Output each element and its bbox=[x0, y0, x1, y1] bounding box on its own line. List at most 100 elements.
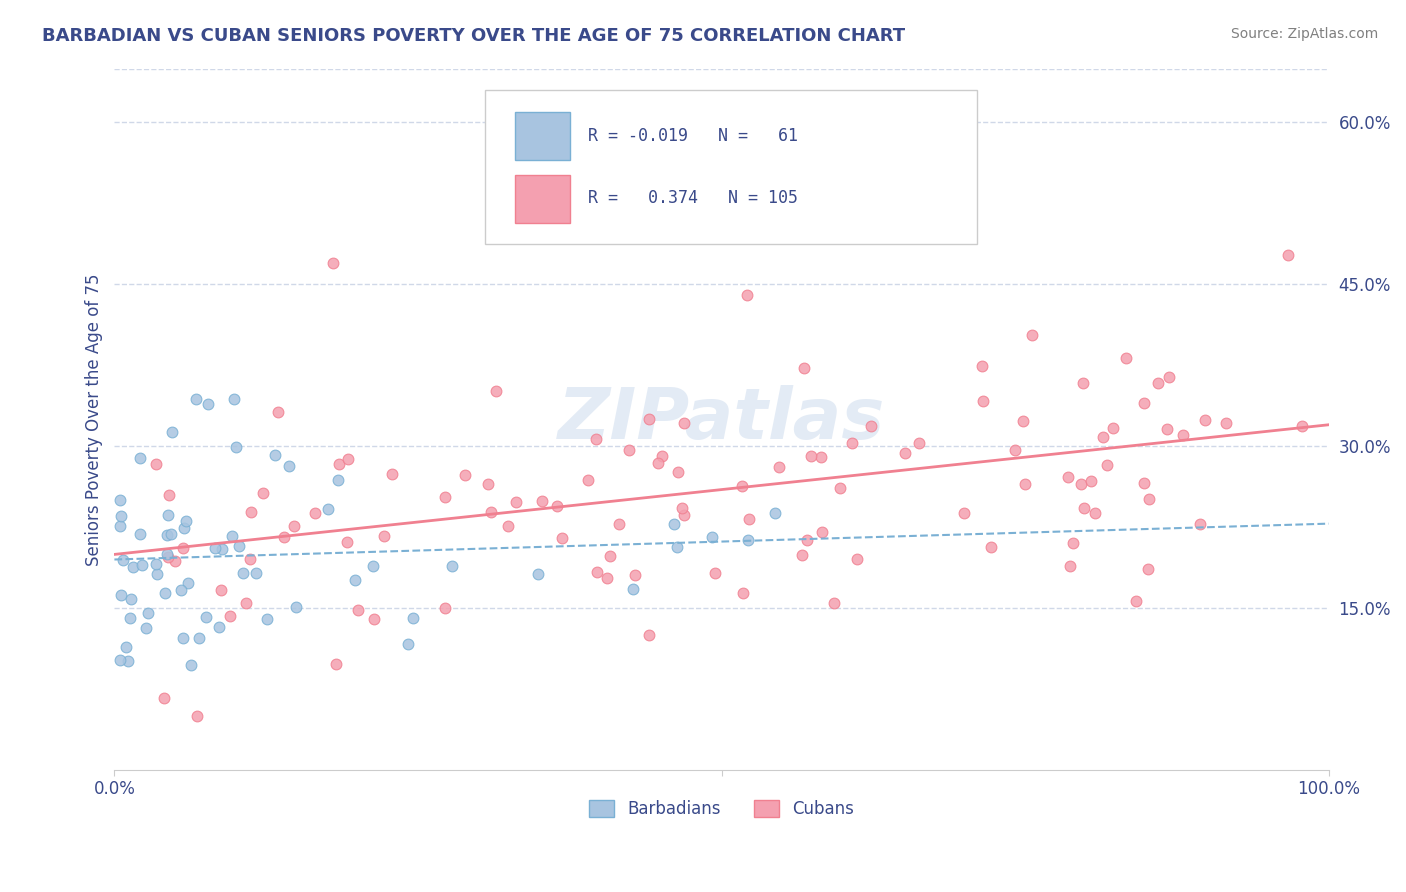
Point bbox=[1147, 376, 1170, 391]
Point bbox=[607, 516, 630, 531]
Point bbox=[325, 657, 347, 671]
Point bbox=[477, 476, 499, 491]
Point bbox=[173, 521, 195, 535]
Point bbox=[1070, 476, 1092, 491]
Point bbox=[485, 384, 508, 398]
Point bbox=[347, 603, 370, 617]
Point bbox=[1102, 420, 1125, 434]
Point bbox=[1059, 558, 1081, 573]
Point bbox=[1137, 491, 1160, 506]
Point bbox=[186, 709, 208, 723]
Point bbox=[156, 548, 179, 562]
Point bbox=[1137, 561, 1160, 575]
Point bbox=[110, 509, 132, 524]
Text: ZIPatlas: ZIPatlas bbox=[558, 384, 886, 454]
Point bbox=[1062, 536, 1084, 550]
Point bbox=[264, 448, 287, 462]
Point bbox=[211, 542, 233, 557]
FancyBboxPatch shape bbox=[515, 175, 569, 223]
Point bbox=[343, 573, 366, 587]
Point bbox=[110, 492, 132, 507]
Point bbox=[157, 508, 180, 522]
Point bbox=[638, 627, 661, 641]
Point bbox=[972, 394, 994, 409]
Point bbox=[221, 529, 243, 543]
Point bbox=[546, 499, 568, 513]
Point bbox=[828, 481, 851, 495]
Point bbox=[790, 549, 813, 563]
Point bbox=[735, 287, 758, 301]
Point bbox=[110, 652, 132, 666]
Point bbox=[326, 473, 349, 487]
Point bbox=[666, 465, 689, 479]
Point bbox=[402, 611, 425, 625]
Point bbox=[1215, 416, 1237, 430]
Point bbox=[197, 397, 219, 411]
Point bbox=[596, 571, 619, 585]
Point bbox=[672, 416, 695, 430]
Point bbox=[1291, 419, 1313, 434]
Point bbox=[479, 505, 502, 519]
Point bbox=[647, 457, 669, 471]
Point bbox=[232, 566, 254, 580]
Point bbox=[841, 436, 863, 450]
Point bbox=[731, 479, 754, 493]
Point bbox=[235, 596, 257, 610]
Point bbox=[219, 608, 242, 623]
Text: Source: ZipAtlas.com: Source: ZipAtlas.com bbox=[1230, 27, 1378, 41]
Point bbox=[138, 606, 160, 620]
Point bbox=[551, 531, 574, 545]
Point bbox=[153, 586, 176, 600]
Point bbox=[283, 519, 305, 533]
Point bbox=[328, 458, 350, 472]
Point bbox=[131, 558, 153, 573]
Point bbox=[1157, 370, 1180, 384]
Point bbox=[160, 425, 183, 440]
Point bbox=[619, 443, 641, 458]
Point bbox=[763, 506, 786, 520]
Point bbox=[1277, 247, 1299, 261]
Point bbox=[114, 640, 136, 654]
Point bbox=[122, 560, 145, 574]
Point bbox=[316, 501, 339, 516]
Point bbox=[187, 631, 209, 645]
Point bbox=[1171, 427, 1194, 442]
Point bbox=[361, 559, 384, 574]
Point bbox=[586, 565, 609, 579]
Point bbox=[165, 554, 187, 568]
Point bbox=[110, 519, 132, 533]
Point bbox=[304, 506, 326, 520]
Point bbox=[665, 540, 688, 554]
Point bbox=[381, 467, 404, 482]
Point bbox=[671, 500, 693, 515]
Point bbox=[180, 657, 202, 672]
Point bbox=[396, 637, 419, 651]
Point bbox=[240, 505, 263, 519]
Point bbox=[129, 451, 152, 466]
Point bbox=[530, 494, 553, 508]
Point bbox=[624, 568, 647, 582]
FancyBboxPatch shape bbox=[515, 112, 569, 160]
Point bbox=[662, 517, 685, 532]
Point bbox=[225, 440, 247, 454]
Point bbox=[1071, 376, 1094, 390]
Point bbox=[112, 553, 135, 567]
Point bbox=[433, 601, 456, 615]
Point bbox=[1156, 422, 1178, 436]
Point bbox=[527, 566, 550, 581]
Point bbox=[1133, 476, 1156, 491]
Point bbox=[160, 526, 183, 541]
Point bbox=[373, 529, 395, 543]
Point bbox=[810, 524, 832, 539]
Point bbox=[1004, 442, 1026, 457]
Point bbox=[703, 566, 725, 580]
Point bbox=[621, 582, 644, 597]
Point bbox=[1095, 458, 1118, 472]
Point bbox=[768, 459, 790, 474]
FancyBboxPatch shape bbox=[485, 89, 977, 244]
Point bbox=[1084, 506, 1107, 520]
Point bbox=[1115, 351, 1137, 365]
Point bbox=[176, 576, 198, 591]
Point bbox=[322, 256, 344, 270]
Point bbox=[1011, 414, 1033, 428]
